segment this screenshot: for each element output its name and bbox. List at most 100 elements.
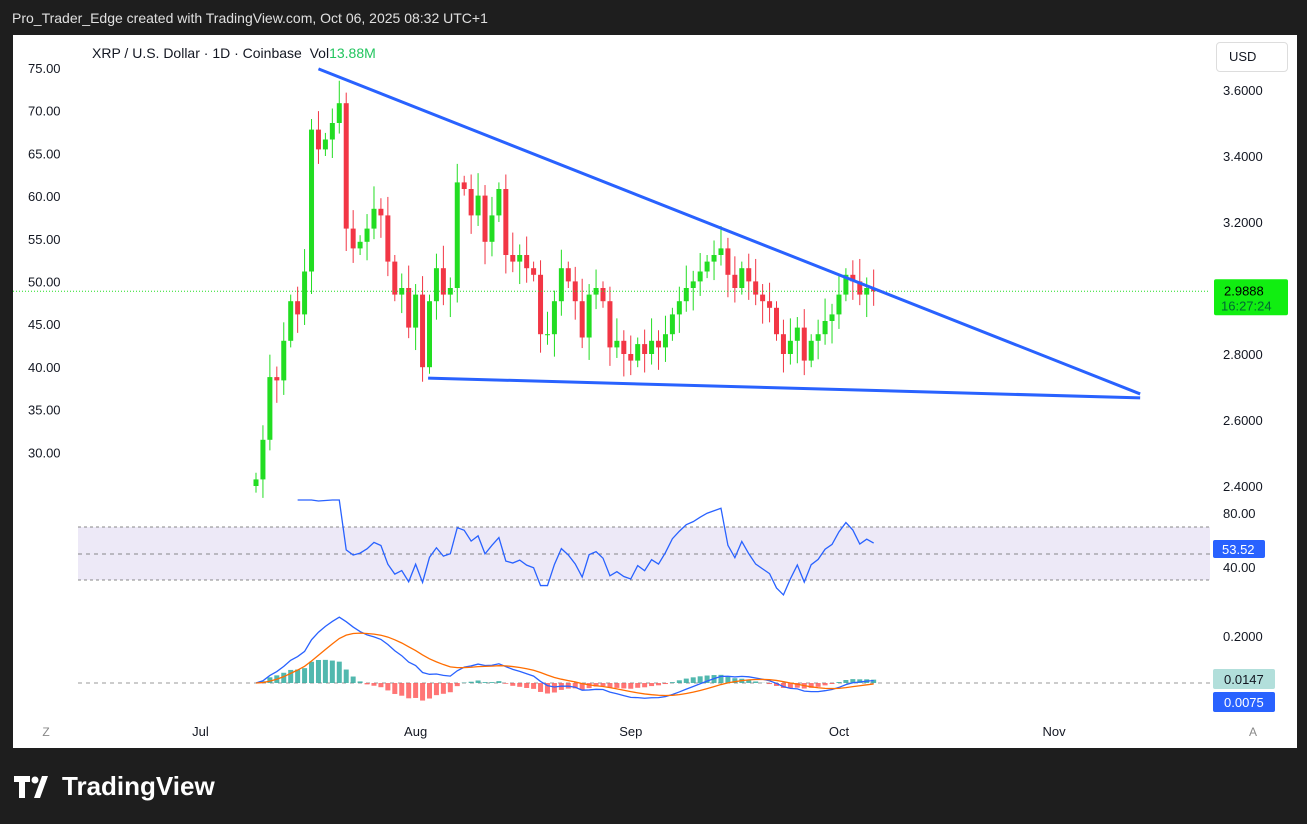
macd-histogram-bar: [767, 683, 773, 685]
candle-body: [586, 294, 592, 338]
left-axis-tick: 75.00: [28, 61, 61, 76]
volume-value: 13.88M: [329, 45, 376, 61]
candle-body: [767, 301, 773, 308]
candle-body: [288, 301, 294, 341]
histogram-value: 0.0147: [1224, 672, 1264, 687]
candle-body: [662, 334, 668, 348]
macd-histogram-bar: [843, 679, 849, 683]
candle-body: [371, 208, 377, 229]
candle-body: [440, 268, 446, 295]
macd-histogram-bar: [621, 683, 627, 689]
last-price-badge: [1214, 279, 1288, 316]
macd-histogram-bar: [399, 683, 405, 696]
candle-body: [801, 327, 807, 361]
candle-body: [489, 215, 495, 242]
volume-label: Vol: [309, 45, 330, 61]
candle-body: [857, 281, 863, 295]
last-price-value: 2.9888: [1224, 283, 1264, 298]
macd-histogram-bar: [718, 674, 724, 683]
macd-histogram-bar: [447, 683, 453, 693]
tradingview-logo: TradingView: [14, 771, 215, 802]
candle-body: [468, 189, 474, 216]
macd-histogram-bar: [662, 683, 668, 685]
left-axis-tick: 30.00: [28, 445, 61, 460]
macd-histogram-bar: [496, 681, 502, 683]
candle-body: [690, 281, 696, 288]
candle-body: [385, 215, 391, 262]
candle-body: [607, 301, 613, 348]
macd-histogram-bar: [350, 676, 356, 683]
left-axis-tick: 35.00: [28, 403, 61, 418]
candle-body: [614, 340, 620, 348]
macd-histogram-bar: [538, 683, 544, 692]
macd-histogram-bar: [336, 661, 342, 683]
candle-body: [302, 271, 308, 315]
left-axis-tick: 40.00: [28, 360, 61, 375]
time-axis-tick: Oct: [829, 724, 850, 739]
candle-body: [378, 208, 384, 216]
macd-histogram-bar: [267, 677, 273, 683]
macd-histogram-bar: [780, 683, 786, 688]
macd-histogram-bar: [302, 668, 308, 683]
macd-value-badge: [1213, 692, 1275, 712]
candle-body: [524, 255, 530, 269]
macd-histogram-bar: [329, 660, 335, 683]
currency-button[interactable]: USD: [1216, 42, 1288, 72]
macd-histogram-bar: [649, 683, 655, 687]
candle-body: [579, 301, 585, 338]
candle-body: [753, 281, 759, 295]
candle-body: [642, 344, 648, 354]
macd-histogram-bar: [704, 675, 710, 683]
candle-body: [357, 241, 363, 249]
macd-histogram-bar: [371, 683, 377, 686]
macd-histogram-bar: [676, 680, 682, 683]
candle-body: [253, 479, 259, 486]
candle-body: [787, 340, 793, 354]
candle-body: [315, 129, 321, 150]
tradingview-logo-icon: [14, 775, 48, 798]
candle-body: [447, 288, 453, 295]
macd-histogram-bar: [468, 681, 474, 683]
macd-histogram-bar: [309, 661, 315, 683]
macd-histogram-bar: [593, 683, 599, 687]
candle-body: [718, 248, 724, 255]
rsi-line: [297, 499, 874, 597]
brand-name: TradingView: [62, 771, 215, 801]
candle-body: [704, 261, 710, 272]
macd-histogram-bar: [586, 683, 592, 689]
macd-tick: 0.2000: [1223, 629, 1263, 644]
candle-body: [343, 103, 349, 229]
macd-histogram-bar: [406, 683, 412, 699]
candle-body: [517, 255, 523, 262]
macd-histogram-bar: [510, 683, 516, 686]
rsi-value: 53.52: [1222, 542, 1255, 557]
macd-histogram-bar: [524, 683, 530, 688]
macd-histogram-bar: [440, 683, 446, 694]
macd-histogram-bar: [433, 683, 439, 696]
macd-histogram-bar: [628, 683, 634, 689]
candle-body: [510, 255, 516, 262]
macd-histogram-bar: [281, 672, 287, 683]
candle-body: [725, 248, 731, 275]
symbol-legend: XRP / U.S. Dollar · 1D · Coinbase Vol13.…: [92, 45, 376, 61]
left-axis-tick: 55.00: [28, 232, 61, 247]
left-axis-tick: 50.00: [28, 275, 61, 290]
macd-histogram-bar: [614, 683, 620, 688]
candle-body: [780, 334, 786, 354]
chart-caption: Pro_Trader_Edge created with TradingView…: [12, 10, 488, 26]
trendline-lower: [428, 376, 1141, 400]
candle-body: [336, 103, 342, 123]
candle-body: [267, 377, 273, 440]
candle-body: [774, 307, 779, 335]
candle-body: [711, 255, 717, 262]
candle-body: [309, 129, 315, 272]
macd-histogram-bar: [489, 682, 495, 683]
macd-histogram-bar: [392, 683, 398, 694]
candle-body: [406, 288, 412, 328]
price-axis-tick: 2.4000: [1223, 479, 1263, 494]
macd-histogram-bar: [725, 676, 731, 683]
chart-panel[interactable]: [13, 35, 1297, 748]
macd-histogram-bar: [579, 683, 585, 690]
candle-body: [503, 189, 509, 255]
